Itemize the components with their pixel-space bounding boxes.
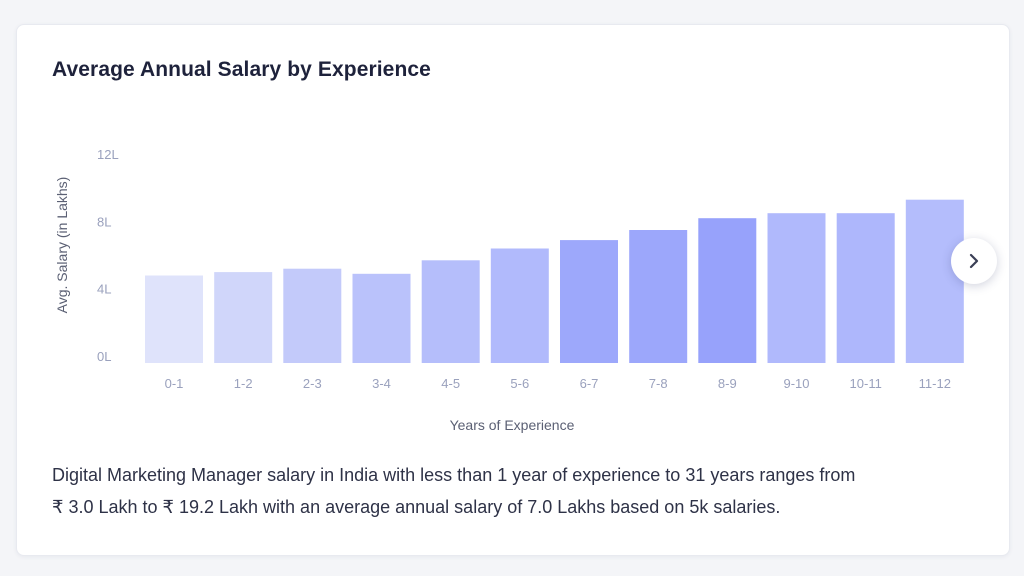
- bar[interactable]: [836, 213, 895, 363]
- description-line-1: Digital Marketing Manager salary in Indi…: [52, 465, 856, 485]
- bar[interactable]: [421, 260, 480, 363]
- x-axis-title: Years of Experience: [450, 417, 575, 433]
- bar[interactable]: [145, 275, 203, 364]
- y-tick-label: 8L: [97, 214, 111, 229]
- bar[interactable]: [283, 268, 342, 363]
- x-tick-label: 2-3: [303, 376, 322, 391]
- x-tick-label: 9-10: [783, 376, 809, 391]
- bar[interactable]: [490, 248, 549, 364]
- salary-card: Average Annual Salary by Experience 0L 4L…: [16, 24, 1010, 556]
- x-tick-label: 7-8: [649, 376, 668, 391]
- bar[interactable]: [767, 213, 826, 363]
- bar[interactable]: [905, 199, 964, 363]
- bar[interactable]: [560, 240, 618, 363]
- x-tick-label: 0-1: [165, 376, 184, 391]
- y-tick-label: 4L: [97, 282, 111, 297]
- salary-description: Digital Marketing Manager salary in Indi…: [52, 459, 977, 523]
- y-axis: 0L 4L 8L 12L: [97, 147, 119, 364]
- x-tick-label: 4-5: [441, 376, 460, 391]
- y-axis-title: Avg. Salary (in Lakhs): [54, 177, 70, 314]
- description-line-2: ₹ 3.0 Lakh to ₹ 19.2 Lakh with an averag…: [52, 497, 781, 517]
- bar[interactable]: [629, 230, 688, 363]
- x-tick-label: 10-11: [850, 376, 882, 391]
- x-tick-label: 11-12: [919, 376, 951, 391]
- bar[interactable]: [698, 218, 757, 363]
- bar[interactable]: [214, 272, 273, 363]
- x-tick-label: 1-2: [234, 376, 253, 391]
- bar[interactable]: [352, 273, 411, 363]
- x-tick-label: 5-6: [510, 376, 529, 391]
- x-axis: 0-1 1-2 2-3 3-4 4-5 5-6 6-7 7-8 8-9 9-10 10-11 11-1…: [165, 376, 951, 391]
- x-tick-label: 8-9: [718, 376, 737, 391]
- x-tick-label: 6-7: [580, 376, 599, 391]
- bars-group: [145, 199, 964, 364]
- salary-bar-chart: 0L 4L 8L 12L 0-1 1-2 2-3 3-4 4-5 5-6 6-7 7-8 8-9 9-1…: [54, 147, 964, 433]
- chart-title: Average Annual Salary by Experience: [52, 58, 431, 81]
- next-button[interactable]: [951, 238, 997, 284]
- y-tick-label: 12L: [97, 147, 119, 162]
- y-tick-label: 0L: [97, 349, 111, 364]
- x-tick-label: 3-4: [372, 376, 391, 391]
- chevron-right-icon: [969, 253, 979, 269]
